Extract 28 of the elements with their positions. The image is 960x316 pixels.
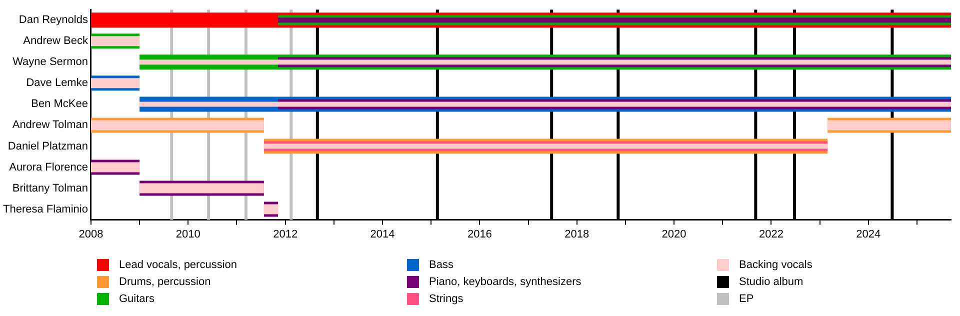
x-tick-label: 2020 <box>662 228 686 240</box>
y-tick-label: Andrew Beck <box>23 35 88 48</box>
y-tick-label: Daniel Platzman <box>8 140 88 152</box>
y-tick-label: Brittany Tolman <box>12 182 88 194</box>
x-tick-label: 2022 <box>758 228 784 240</box>
x-tick-label: 2010 <box>176 228 200 240</box>
legend-label: Drums, percussion <box>119 276 211 288</box>
y-tick-label: Ben McKee <box>31 98 88 110</box>
legend-label: Strings <box>429 292 464 304</box>
y-tick-label: Dave Lemke <box>26 77 88 90</box>
legend-label: Lead vocals, percussion <box>119 258 238 270</box>
legend-label: Piano, keyboards, synthesizers <box>429 276 582 288</box>
y-tick-label: Andrew Tolman <box>12 119 88 132</box>
legend-label: Bass <box>429 258 454 270</box>
legend-label: Studio album <box>739 276 804 288</box>
y-tick-label: Dan Reynolds <box>18 14 88 26</box>
legend-label: Guitars <box>119 292 154 304</box>
y-tick-label: Theresa Flaminio <box>2 203 88 216</box>
x-tick-label: 2016 <box>467 228 492 240</box>
x-tick-label: 2012 <box>273 228 298 240</box>
x-tick-label: 2018 <box>564 228 590 240</box>
x-tick-label: 2008 <box>78 228 104 240</box>
legend-label: EP <box>739 292 754 304</box>
x-tick-label: 2024 <box>856 228 881 240</box>
x-tick-label: 2014 <box>370 228 395 240</box>
y-tick-label: Wayne Sermon <box>12 56 88 68</box>
y-tick-label: Aurora Florence <box>9 161 88 174</box>
legend-label: Backing vocals <box>739 258 812 270</box>
